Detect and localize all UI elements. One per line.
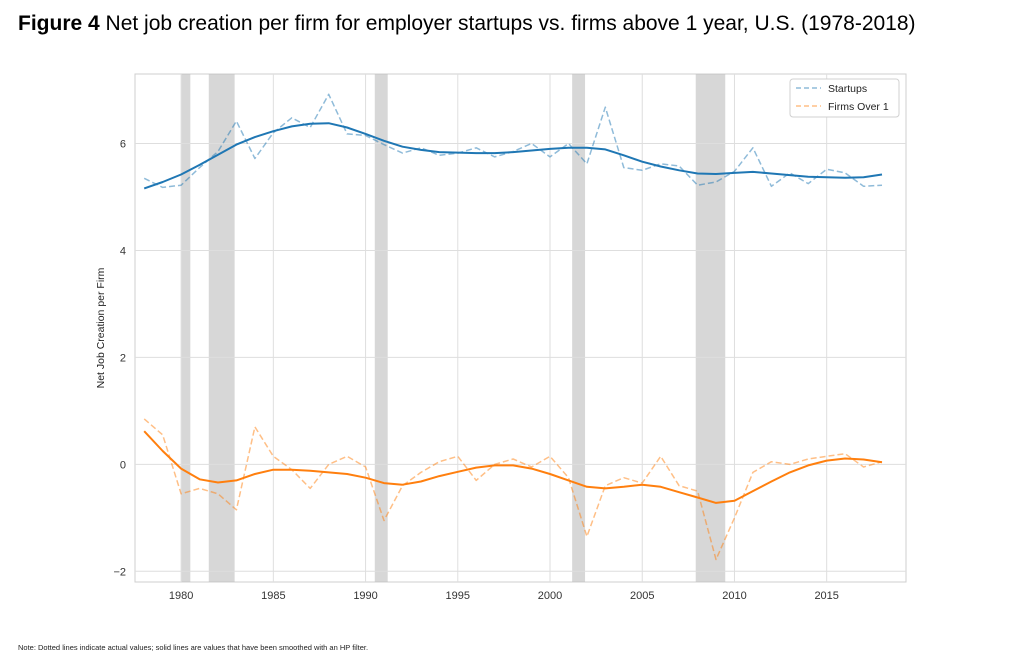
y-axis-label: Net Job Creation per Firm: [95, 267, 107, 388]
series-lines: [143, 93, 883, 561]
x-tick-label-1990: 1990: [353, 590, 377, 602]
x-tick-label-2010: 2010: [722, 590, 746, 602]
y-tick-label-1: 0: [120, 459, 126, 471]
x-tick-label-1985: 1985: [261, 590, 285, 602]
gridlines: [135, 74, 906, 582]
x-tick-label-1980: 1980: [169, 590, 193, 602]
series-line-startups-hp-smoothed: [143, 122, 883, 190]
figure-note: Note: Dotted lines indicate actual value…: [18, 643, 369, 652]
figure-label: Figure 4: [18, 12, 100, 35]
recession-band-2: [208, 74, 235, 582]
legend-label-firms-over-1: Firms Over 1: [828, 101, 889, 113]
y-tick-label-3: 4: [120, 245, 126, 257]
x-tick-label-2005: 2005: [630, 590, 654, 602]
legend-label-startups: Startups: [828, 83, 867, 95]
legend: Startups Firms Over 1: [789, 78, 900, 118]
series-line-firms-over-1-hp-smoothed: [143, 430, 883, 504]
y-tick-label-0: −2: [113, 566, 126, 578]
y-tick-label-2: 2: [120, 352, 126, 364]
recession-band-1: [181, 74, 191, 582]
series-line-firms-over-1: [143, 418, 883, 561]
recession-band-5: [695, 74, 726, 582]
x-tick-label-2015: 2015: [814, 590, 838, 602]
recession-band-4: [572, 74, 586, 582]
legend-box: [789, 78, 900, 118]
x-tick-label-2000: 2000: [538, 590, 562, 602]
recession-band-3: [374, 74, 388, 582]
figure-title-text: Net job creation per firm for employer s…: [105, 12, 916, 35]
plot-area: [134, 73, 907, 583]
y-tick-label-4: 6: [120, 139, 126, 151]
tick-labels: 1980 1985 1990 1995 2000 2005 2010 2015 −2 0 2 4 6: [113, 139, 838, 602]
figure-title: Figure 4 Net job creation per firm for e…: [18, 12, 916, 36]
x-tick-label-1995: 1995: [446, 590, 470, 602]
